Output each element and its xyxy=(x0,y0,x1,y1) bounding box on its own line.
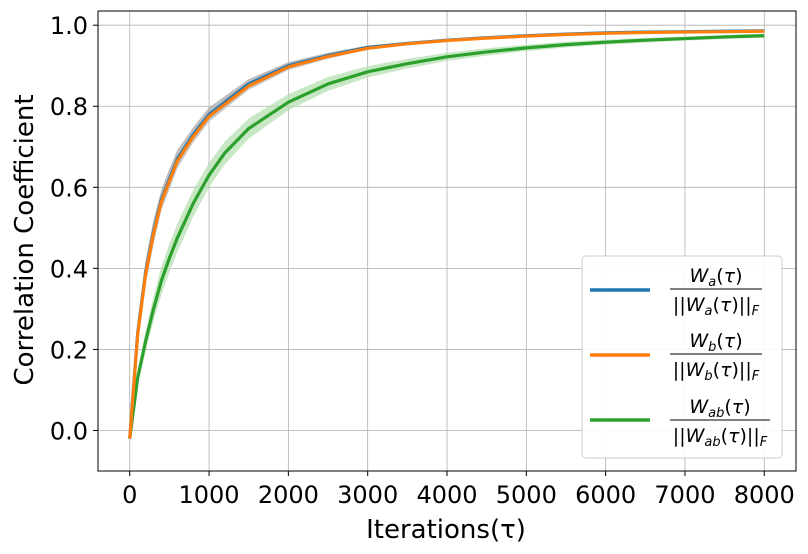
line-series-2 xyxy=(128,34,765,439)
legend-label-wb: Wb(τ) ||Wb(τ)||F xyxy=(670,330,762,384)
y-tick-label: 0.0 xyxy=(50,417,88,445)
x-tick-label: 7000 xyxy=(654,481,715,509)
line-series-1 xyxy=(128,29,765,439)
x-tick-label: 4000 xyxy=(416,481,477,509)
grid xyxy=(98,11,796,471)
svg-text:||Wb(τ)||F: ||Wb(τ)||F xyxy=(673,359,760,384)
svg-text:Wa(τ): Wa(τ) xyxy=(689,265,742,290)
x-tick-label: 0 xyxy=(122,481,137,509)
svg-text:||Wab(τ)||F: ||Wab(τ)||F xyxy=(673,425,768,450)
y-ticks: 0.0 0.2 0.4 0.6 0.8 1.0 xyxy=(50,12,98,445)
y-tick-label: 0.2 xyxy=(50,336,88,364)
y-tick-label: 0.6 xyxy=(50,174,88,202)
x-ticks: 0 1000 2000 3000 4000 5000 6000 7000 8000 xyxy=(122,471,795,509)
x-tick-label: 8000 xyxy=(734,481,795,509)
legend-label-wab: Wab(τ) ||Wab(τ)||F xyxy=(670,396,770,450)
x-tick-label: 1000 xyxy=(179,481,240,509)
y-tick-label: 0.8 xyxy=(50,93,88,121)
x-tick-label: 2000 xyxy=(258,481,319,509)
y-tick-label: 1.0 xyxy=(50,12,88,40)
y-axis-title: Correlation Coefficient xyxy=(10,94,40,385)
svg-text:Wb(τ): Wb(τ) xyxy=(689,330,742,355)
x-axis-title: Iterations(τ) xyxy=(366,515,526,545)
x-tick-label: 5000 xyxy=(496,481,557,509)
svg-text:||Wa(τ)||F: ||Wa(τ)||F xyxy=(673,294,760,319)
x-tick-label: 3000 xyxy=(337,481,398,509)
legend-label-wa: Wa(τ) ||Wa(τ)||F xyxy=(670,265,762,319)
series-lines xyxy=(128,29,765,439)
legend: Wa(τ) ||Wa(τ)||F Wb(τ) ||Wb(τ)||F Wab(τ)… xyxy=(581,255,783,459)
legend-box xyxy=(581,255,783,459)
svg-text:Wab(τ): Wab(τ) xyxy=(689,396,750,421)
y-tick-label: 0.4 xyxy=(50,255,88,283)
x-tick-label: 6000 xyxy=(575,481,636,509)
